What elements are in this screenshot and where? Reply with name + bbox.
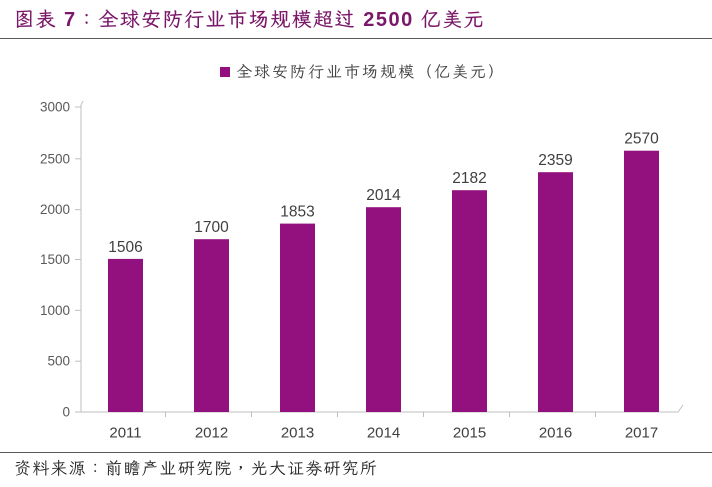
svg-text:2013: 2013 bbox=[281, 425, 314, 442]
svg-text:2500: 2500 bbox=[40, 151, 70, 166]
svg-text:2570: 2570 bbox=[624, 131, 659, 148]
svg-text:1700: 1700 bbox=[194, 219, 229, 236]
svg-text:2017: 2017 bbox=[625, 425, 658, 442]
svg-text:1853: 1853 bbox=[280, 204, 314, 221]
svg-text:2359: 2359 bbox=[538, 152, 572, 169]
svg-text:2182: 2182 bbox=[452, 170, 486, 187]
svg-text:2011: 2011 bbox=[109, 425, 141, 442]
svg-text:2014: 2014 bbox=[367, 425, 400, 442]
svg-text:3000: 3000 bbox=[40, 100, 70, 115]
svg-text:2014: 2014 bbox=[366, 187, 401, 204]
svg-text:500: 500 bbox=[47, 354, 70, 369]
svg-text:2012: 2012 bbox=[195, 425, 228, 442]
svg-text:1000: 1000 bbox=[40, 303, 70, 318]
svg-text:2015: 2015 bbox=[453, 425, 486, 442]
svg-text:1500: 1500 bbox=[40, 252, 70, 267]
svg-text:2000: 2000 bbox=[40, 202, 70, 217]
svg-text:1506: 1506 bbox=[108, 239, 142, 256]
svg-text:2016: 2016 bbox=[539, 425, 572, 442]
svg-text:0: 0 bbox=[62, 405, 70, 420]
